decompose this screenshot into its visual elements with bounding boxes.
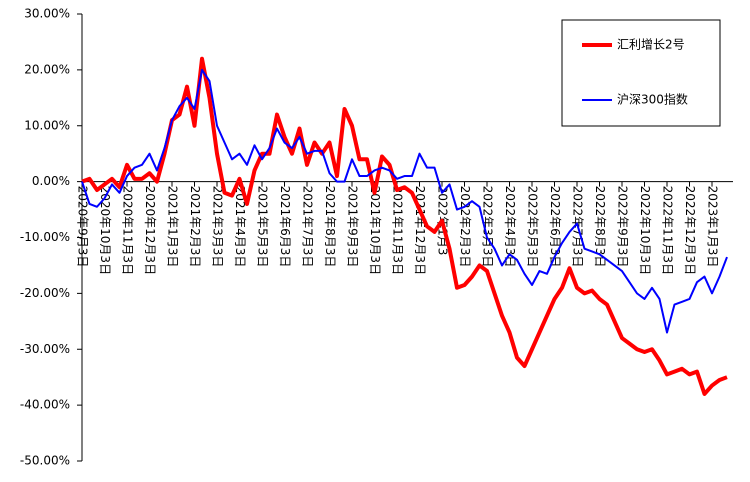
y-tick-label: 30.00% xyxy=(24,7,70,21)
legend-label: 汇利增长2号 xyxy=(617,38,685,52)
x-tick-label: 2021年7月3日 xyxy=(301,186,315,268)
x-tick-label: 2020年11月3日 xyxy=(121,186,135,275)
x-tick-label: 2022年5月3日 xyxy=(526,186,540,268)
x-tick-label: 2021年1月3日 xyxy=(166,186,180,268)
y-tick-label: 20.00% xyxy=(24,62,70,76)
legend-label: 沪深300指数 xyxy=(617,92,688,107)
x-tick-label: 2022年10月3日 xyxy=(638,186,652,275)
x-tick-label: 2021年4月3日 xyxy=(233,186,247,268)
x-tick-label: 2022年8月3日 xyxy=(593,186,607,268)
series-line xyxy=(81,56,728,396)
x-tick-label: 2021年5月3日 xyxy=(256,186,270,268)
x-tick-label: 2022年6月3日 xyxy=(548,186,562,268)
x-tick-label: 2021年12月3日 xyxy=(413,186,427,275)
x-tick-label: 2020年10月3日 xyxy=(98,186,112,275)
x-tick-label: 2022年4月3日 xyxy=(503,186,517,268)
x-tick-label: 2020年9月3日 xyxy=(76,186,90,268)
x-tick-label: 2021年9月3日 xyxy=(346,186,360,268)
x-tick-label: 2022年12月3日 xyxy=(683,186,697,275)
y-tick-label: -20.00% xyxy=(20,286,70,300)
y-tick-label: -10.00% xyxy=(20,230,70,244)
series-line xyxy=(81,68,728,334)
x-tick-label: 2022年3月3日 xyxy=(481,186,495,268)
x-tick-label: 2021年2月3日 xyxy=(188,186,202,268)
y-tick-label: 0.00% xyxy=(32,174,70,188)
y-tick-label: -50.00% xyxy=(20,454,70,468)
x-tick-label: 2020年12月3日 xyxy=(143,186,157,275)
x-tick-label: 2021年10月3日 xyxy=(368,186,382,275)
legend-box xyxy=(561,19,721,127)
x-tick-label: 2021年6月3日 xyxy=(278,186,292,268)
y-tick-label: 10.00% xyxy=(24,118,70,132)
y-tick-label: -40.00% xyxy=(20,398,70,412)
x-tick-label: 2021年11月3日 xyxy=(391,186,405,275)
x-tick-label: 2022年11月3日 xyxy=(661,186,675,275)
x-tick-label: 2021年3月3日 xyxy=(211,186,225,268)
x-tick-label: 2022年2月3日 xyxy=(458,186,472,268)
y-tick-label: -30.00% xyxy=(20,342,70,356)
x-tick-label: 2022年9月3日 xyxy=(616,186,630,268)
x-tick-label: 2021年8月3日 xyxy=(323,186,337,268)
x-tick-label: 2023年1月3日 xyxy=(706,186,720,268)
